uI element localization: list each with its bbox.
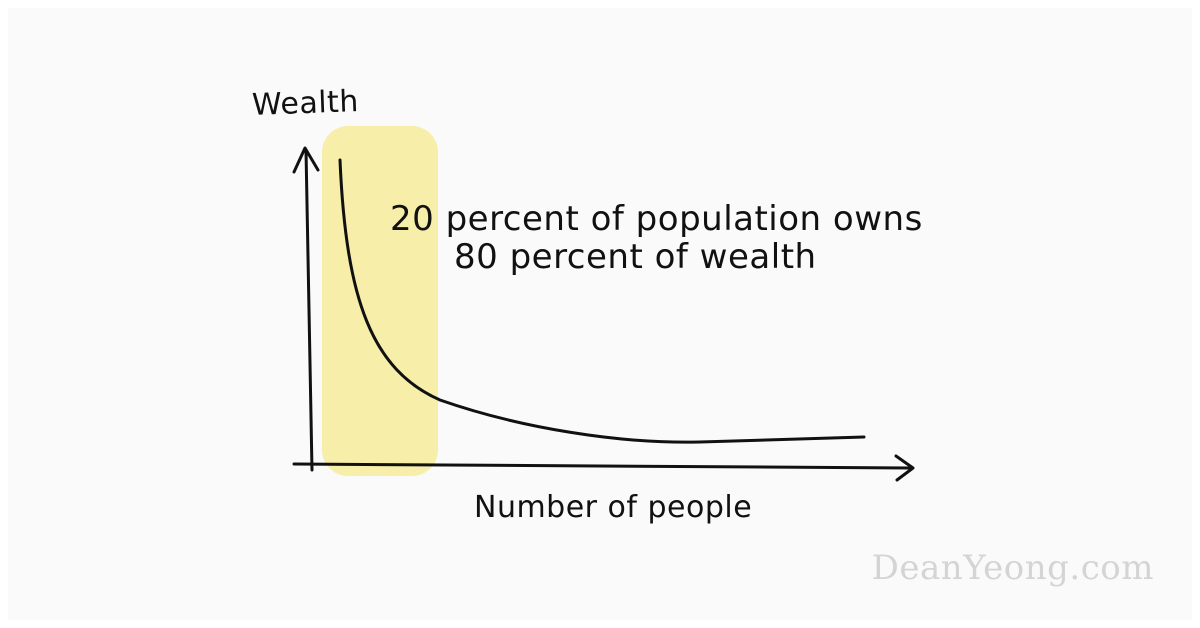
y-axis-arrowhead [292,146,320,174]
y-axis [304,148,314,472]
watermark: DeanYeong.com [871,548,1154,588]
x-axis-arrowhead [894,454,915,482]
diagram-canvas [8,8,1192,620]
y-axis-label: Wealth [251,84,360,123]
pareto-annotation: 20 percent of population owns 80 percent… [390,200,923,276]
wealth-distribution-curve [338,158,866,444]
top-20-percent-highlight [322,126,438,476]
annotation-line-1: 20 percent of population owns [390,199,923,239]
x-axis-label: Number of people [474,490,753,525]
x-axis [292,462,914,470]
annotation-line-2: 80 percent of wealth [454,237,817,277]
